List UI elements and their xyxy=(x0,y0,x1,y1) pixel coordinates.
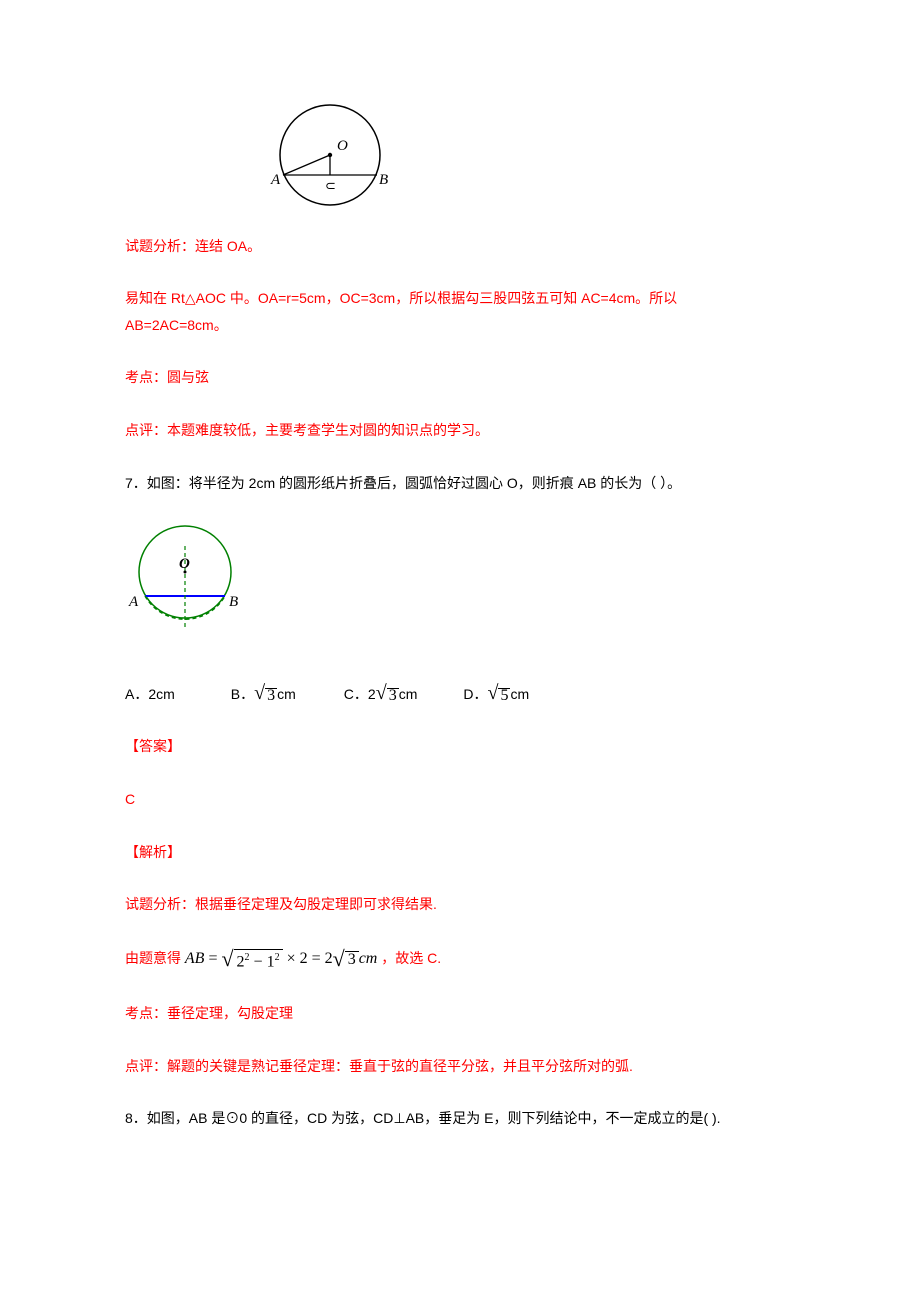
options-row: A． 2cm B． √3 cm C． 2 √3 cm D． √5 cm xyxy=(125,681,795,708)
kaodian-2: 考点：垂径定理，勾股定理 xyxy=(125,1000,795,1027)
q7-number: 7． xyxy=(125,475,147,491)
analysis-line-1: 试题分析：连结 OA。 xyxy=(125,233,795,260)
question-8: 8．如图，AB 是⊙0 的直径，CD 为弦，CD⊥AB，垂足为 E，则下列结论中… xyxy=(125,1105,795,1132)
sqrt-icon: √5 xyxy=(488,686,511,703)
formula-line: 由题意得 AB = √22 − 12 × 2 = 2 √3 cm ，故选 C. xyxy=(125,944,795,974)
option-a: A． 2cm xyxy=(125,681,175,708)
sqrt-icon: √3 xyxy=(254,686,277,703)
answer-value: C xyxy=(125,786,795,813)
answer-label: 【答案】 xyxy=(125,733,795,760)
svg-text:A: A xyxy=(128,594,139,610)
dianping-2: 点评：解题的关键是熟记垂径定理：垂直于弦的直径平分弦，并且平分弦所对的弧. xyxy=(125,1053,795,1080)
dianping-1: 点评：本题难度较低，主要考查学生对圆的知识点的学习。 xyxy=(125,417,795,444)
q7-text: 如图：将半径为 2cm 的圆形纸片折叠后，圆弧恰好过圆心 O，则折痕 AB 的长… xyxy=(147,475,681,491)
page-root: O A B ⊂ 试题分析：连结 OA。 易知在 Rt△AOC 中。OA=r=5c… xyxy=(0,0,920,1302)
circle-oab-diagram: O A B ⊂ xyxy=(265,100,395,220)
analysis-2: 试题分析：根据垂径定理及勾股定理即可求得结果. xyxy=(125,891,795,918)
analysis-prefix: 试题分析：连结 OA。 xyxy=(125,238,261,254)
q8-number: 8． xyxy=(125,1110,147,1126)
formula-ab: AB = √22 − 12 × 2 = 2 √3 cm xyxy=(185,944,377,974)
figure-circle-chord: O A B ⊂ xyxy=(265,100,795,229)
figure-folded-circle: O A B xyxy=(125,522,795,651)
solution-line-1: 易知在 Rt△AOC 中。OA=r=5cm，OC=3cm，所以根据勾三股四弦五可… xyxy=(125,285,795,338)
svg-text:O: O xyxy=(179,556,190,572)
svg-text:A: A xyxy=(270,172,281,188)
kaodian-1: 考点：圆与弦 xyxy=(125,364,795,391)
svg-text:B: B xyxy=(379,172,388,188)
option-b: B． √3 cm xyxy=(231,681,296,708)
question-7: 7．如图：将半径为 2cm 的圆形纸片折叠后，圆弧恰好过圆心 O，则折痕 AB … xyxy=(125,470,795,497)
svg-text:⊂: ⊂ xyxy=(325,178,336,193)
q8-text: 如图，AB 是⊙0 的直径，CD 为弦，CD⊥AB，垂足为 E，则下列结论中，不… xyxy=(147,1110,721,1126)
option-c: C． 2 √3 cm xyxy=(344,681,418,708)
sqrt-icon: √3 xyxy=(376,686,399,703)
folded-circle-diagram: O A B xyxy=(125,522,255,642)
svg-text:O: O xyxy=(337,138,348,154)
svg-text:B: B xyxy=(229,594,238,610)
jiexi-label: 【解析】 xyxy=(125,839,795,866)
option-d: D． √5 cm xyxy=(463,681,529,708)
